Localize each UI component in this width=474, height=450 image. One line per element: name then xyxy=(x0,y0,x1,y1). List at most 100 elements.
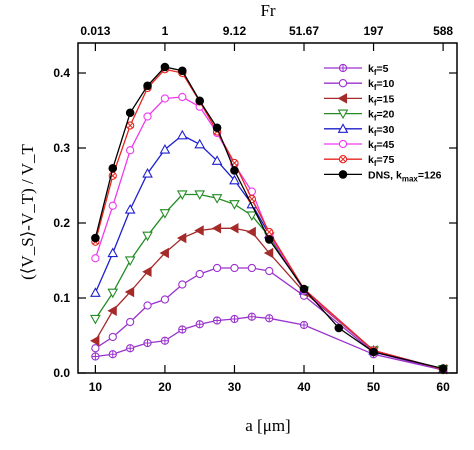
series-3 xyxy=(89,223,448,375)
legend-label-subscript: f xyxy=(374,114,377,123)
y-tick-label: 0.4 xyxy=(53,66,70,80)
data-point xyxy=(230,263,239,273)
legend-label-base: k xyxy=(368,154,374,166)
legend-label: kf=5 xyxy=(368,63,389,77)
data-point xyxy=(90,287,101,297)
data-point xyxy=(90,314,101,325)
legend-marker xyxy=(337,93,348,104)
data-point xyxy=(143,112,152,121)
top-tick-label: 51.67 xyxy=(289,24,319,38)
data-point xyxy=(264,235,274,244)
data-point xyxy=(160,336,170,345)
data-point xyxy=(265,266,274,276)
data-point xyxy=(178,280,187,289)
legend-label: kf=30 xyxy=(368,124,394,138)
data-point xyxy=(265,314,274,323)
data-point xyxy=(195,320,204,329)
data-point xyxy=(126,344,135,353)
legend-label-base: k xyxy=(368,139,374,151)
data-point xyxy=(194,225,204,236)
data-point xyxy=(108,332,117,342)
series-layer xyxy=(89,62,449,375)
legend-label-base: k xyxy=(368,63,374,75)
data-point xyxy=(369,347,378,357)
axis-layer: 10 20 30 40 50 60 0.013 1 9.12 51.67 197 588 0.0 0.1 0… xyxy=(53,24,457,394)
data-point xyxy=(176,190,188,201)
data-point xyxy=(229,174,240,185)
data-point xyxy=(212,263,222,273)
data-point xyxy=(126,146,135,155)
data-point xyxy=(108,350,117,359)
data-point xyxy=(159,143,171,154)
data-point xyxy=(124,203,136,214)
data-point xyxy=(229,200,240,210)
x-tick-label: 10 xyxy=(89,380,103,394)
data-point xyxy=(178,325,187,334)
legend-label-subscript: max xyxy=(402,174,419,183)
data-point xyxy=(178,66,187,76)
legend-marker xyxy=(338,170,348,179)
data-point xyxy=(91,344,100,353)
data-point xyxy=(108,163,118,173)
legend-entry: kf=45 xyxy=(324,139,394,153)
data-point xyxy=(211,155,223,165)
series-4 xyxy=(90,190,449,375)
data-point xyxy=(299,320,309,330)
series-line xyxy=(94,227,444,370)
y-axis-title: (⟨V_S⟩-V_T) / V_T xyxy=(18,144,37,280)
legend-label-subscript: f xyxy=(374,68,377,77)
data-point xyxy=(211,194,223,204)
data-point xyxy=(212,123,222,133)
data-point xyxy=(211,223,222,234)
legend-label: DNS, kmax=126 xyxy=(368,169,442,183)
legend-entry: kf=5 xyxy=(324,63,389,77)
legend-label-suffix: =30 xyxy=(377,124,395,136)
series-8 xyxy=(91,62,448,373)
legend-label-subscript: f xyxy=(374,159,377,168)
data-point xyxy=(178,92,187,102)
data-point xyxy=(194,190,206,201)
data-point xyxy=(143,81,152,91)
y-tick-label: 0.1 xyxy=(53,291,70,305)
legend-label-suffix: =5 xyxy=(377,63,389,75)
data-point xyxy=(230,314,239,324)
legend-marker xyxy=(337,123,349,133)
data-point xyxy=(195,269,204,279)
data-point xyxy=(142,231,153,242)
legend-label-suffix: =126 xyxy=(418,169,442,181)
legend-label-subscript: f xyxy=(374,83,377,92)
data-point xyxy=(247,312,257,321)
series-2 xyxy=(91,263,448,375)
top-tick-label: 588 xyxy=(433,24,453,38)
legend-marker xyxy=(338,79,348,88)
series-line xyxy=(94,66,444,370)
legend-marker xyxy=(338,155,348,164)
legend-label-base: k xyxy=(368,78,374,90)
legend-marker xyxy=(337,109,349,120)
data-point xyxy=(246,211,258,222)
data-point xyxy=(124,256,136,267)
legend-entry: kf=10 xyxy=(324,78,394,92)
data-point xyxy=(195,96,204,106)
data-point xyxy=(334,323,344,333)
legend-label-suffix: =15 xyxy=(377,93,395,105)
legend-label-subscript: f xyxy=(374,129,377,138)
data-point xyxy=(299,284,309,294)
legend-label-suffix: =75 xyxy=(377,154,395,166)
legend-label: kf=75 xyxy=(368,154,394,168)
data-point xyxy=(263,247,274,259)
legend-label: kf=20 xyxy=(368,109,394,123)
data-point xyxy=(143,338,152,348)
legend-label-base: k xyxy=(368,93,374,105)
data-point xyxy=(160,62,170,72)
legend-label-suffix: =45 xyxy=(377,139,395,151)
data-point xyxy=(176,129,188,140)
data-point xyxy=(124,286,135,298)
top-tick-label: 0.013 xyxy=(80,24,110,38)
legend-label-base: k xyxy=(368,124,374,136)
legend-entry: kf=15 xyxy=(324,93,394,107)
data-point xyxy=(126,317,135,327)
legend-entry: kf=75 xyxy=(324,154,394,168)
